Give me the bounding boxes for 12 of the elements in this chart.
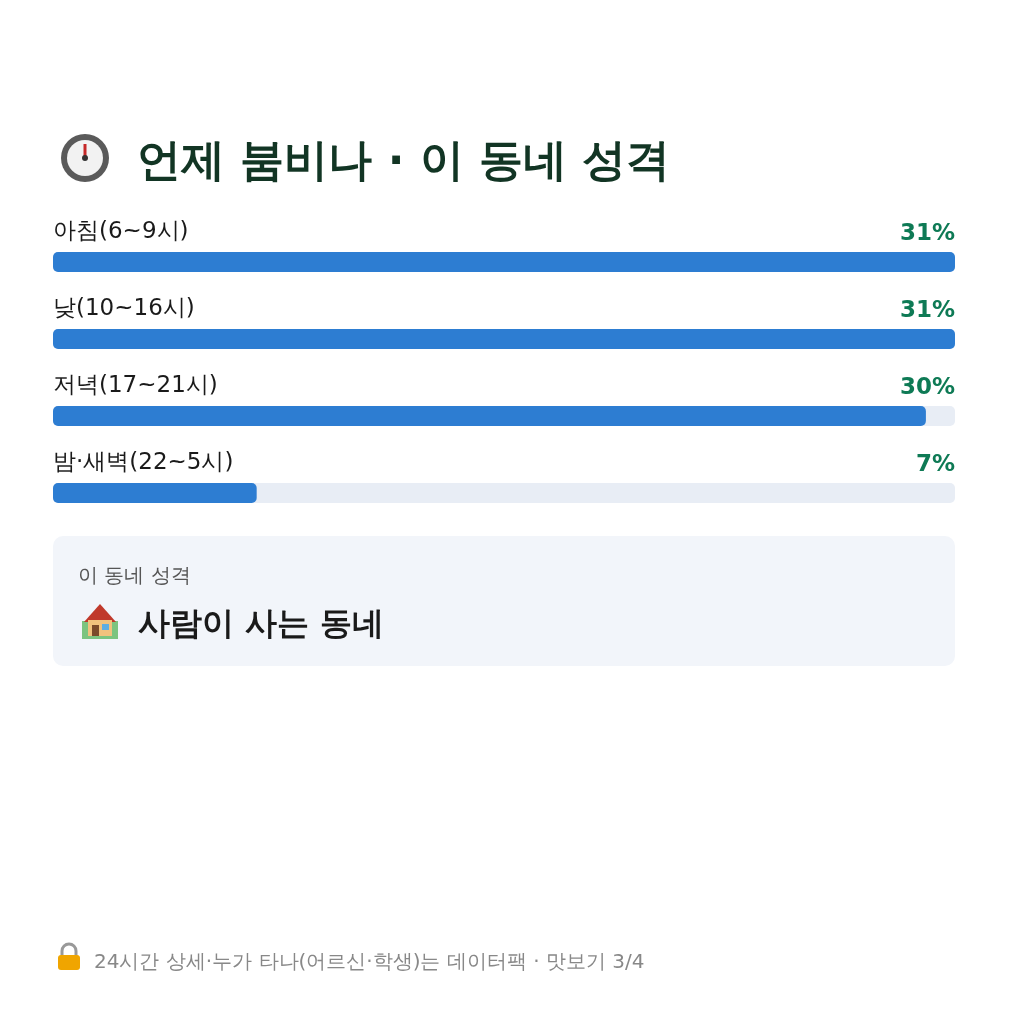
y-tick-label: 낮(10~16시) <box>53 294 195 320</box>
text: 이 동네 성격 <box>78 563 191 587</box>
data-label: 7% <box>915 450 955 476</box>
y-tick-label: 아침(6~9시) <box>53 217 189 243</box>
chart-title: 언제 붐비나 · 이 동네 성격 <box>137 134 671 185</box>
y-tick-label: 저녁(17~21시) <box>53 371 218 397</box>
text: 24시간 상세·누가 타나(어르신·학생)는 데이터팩 · 맛보기 3/4 <box>94 949 645 973</box>
data-label: 31% <box>899 219 955 245</box>
y-tick-label: 밤·새벽(22~5시) <box>53 448 234 474</box>
data-label: 31% <box>899 296 955 322</box>
text: 사람이 사는 동네 <box>138 604 385 642</box>
data-label: 30% <box>899 373 955 399</box>
